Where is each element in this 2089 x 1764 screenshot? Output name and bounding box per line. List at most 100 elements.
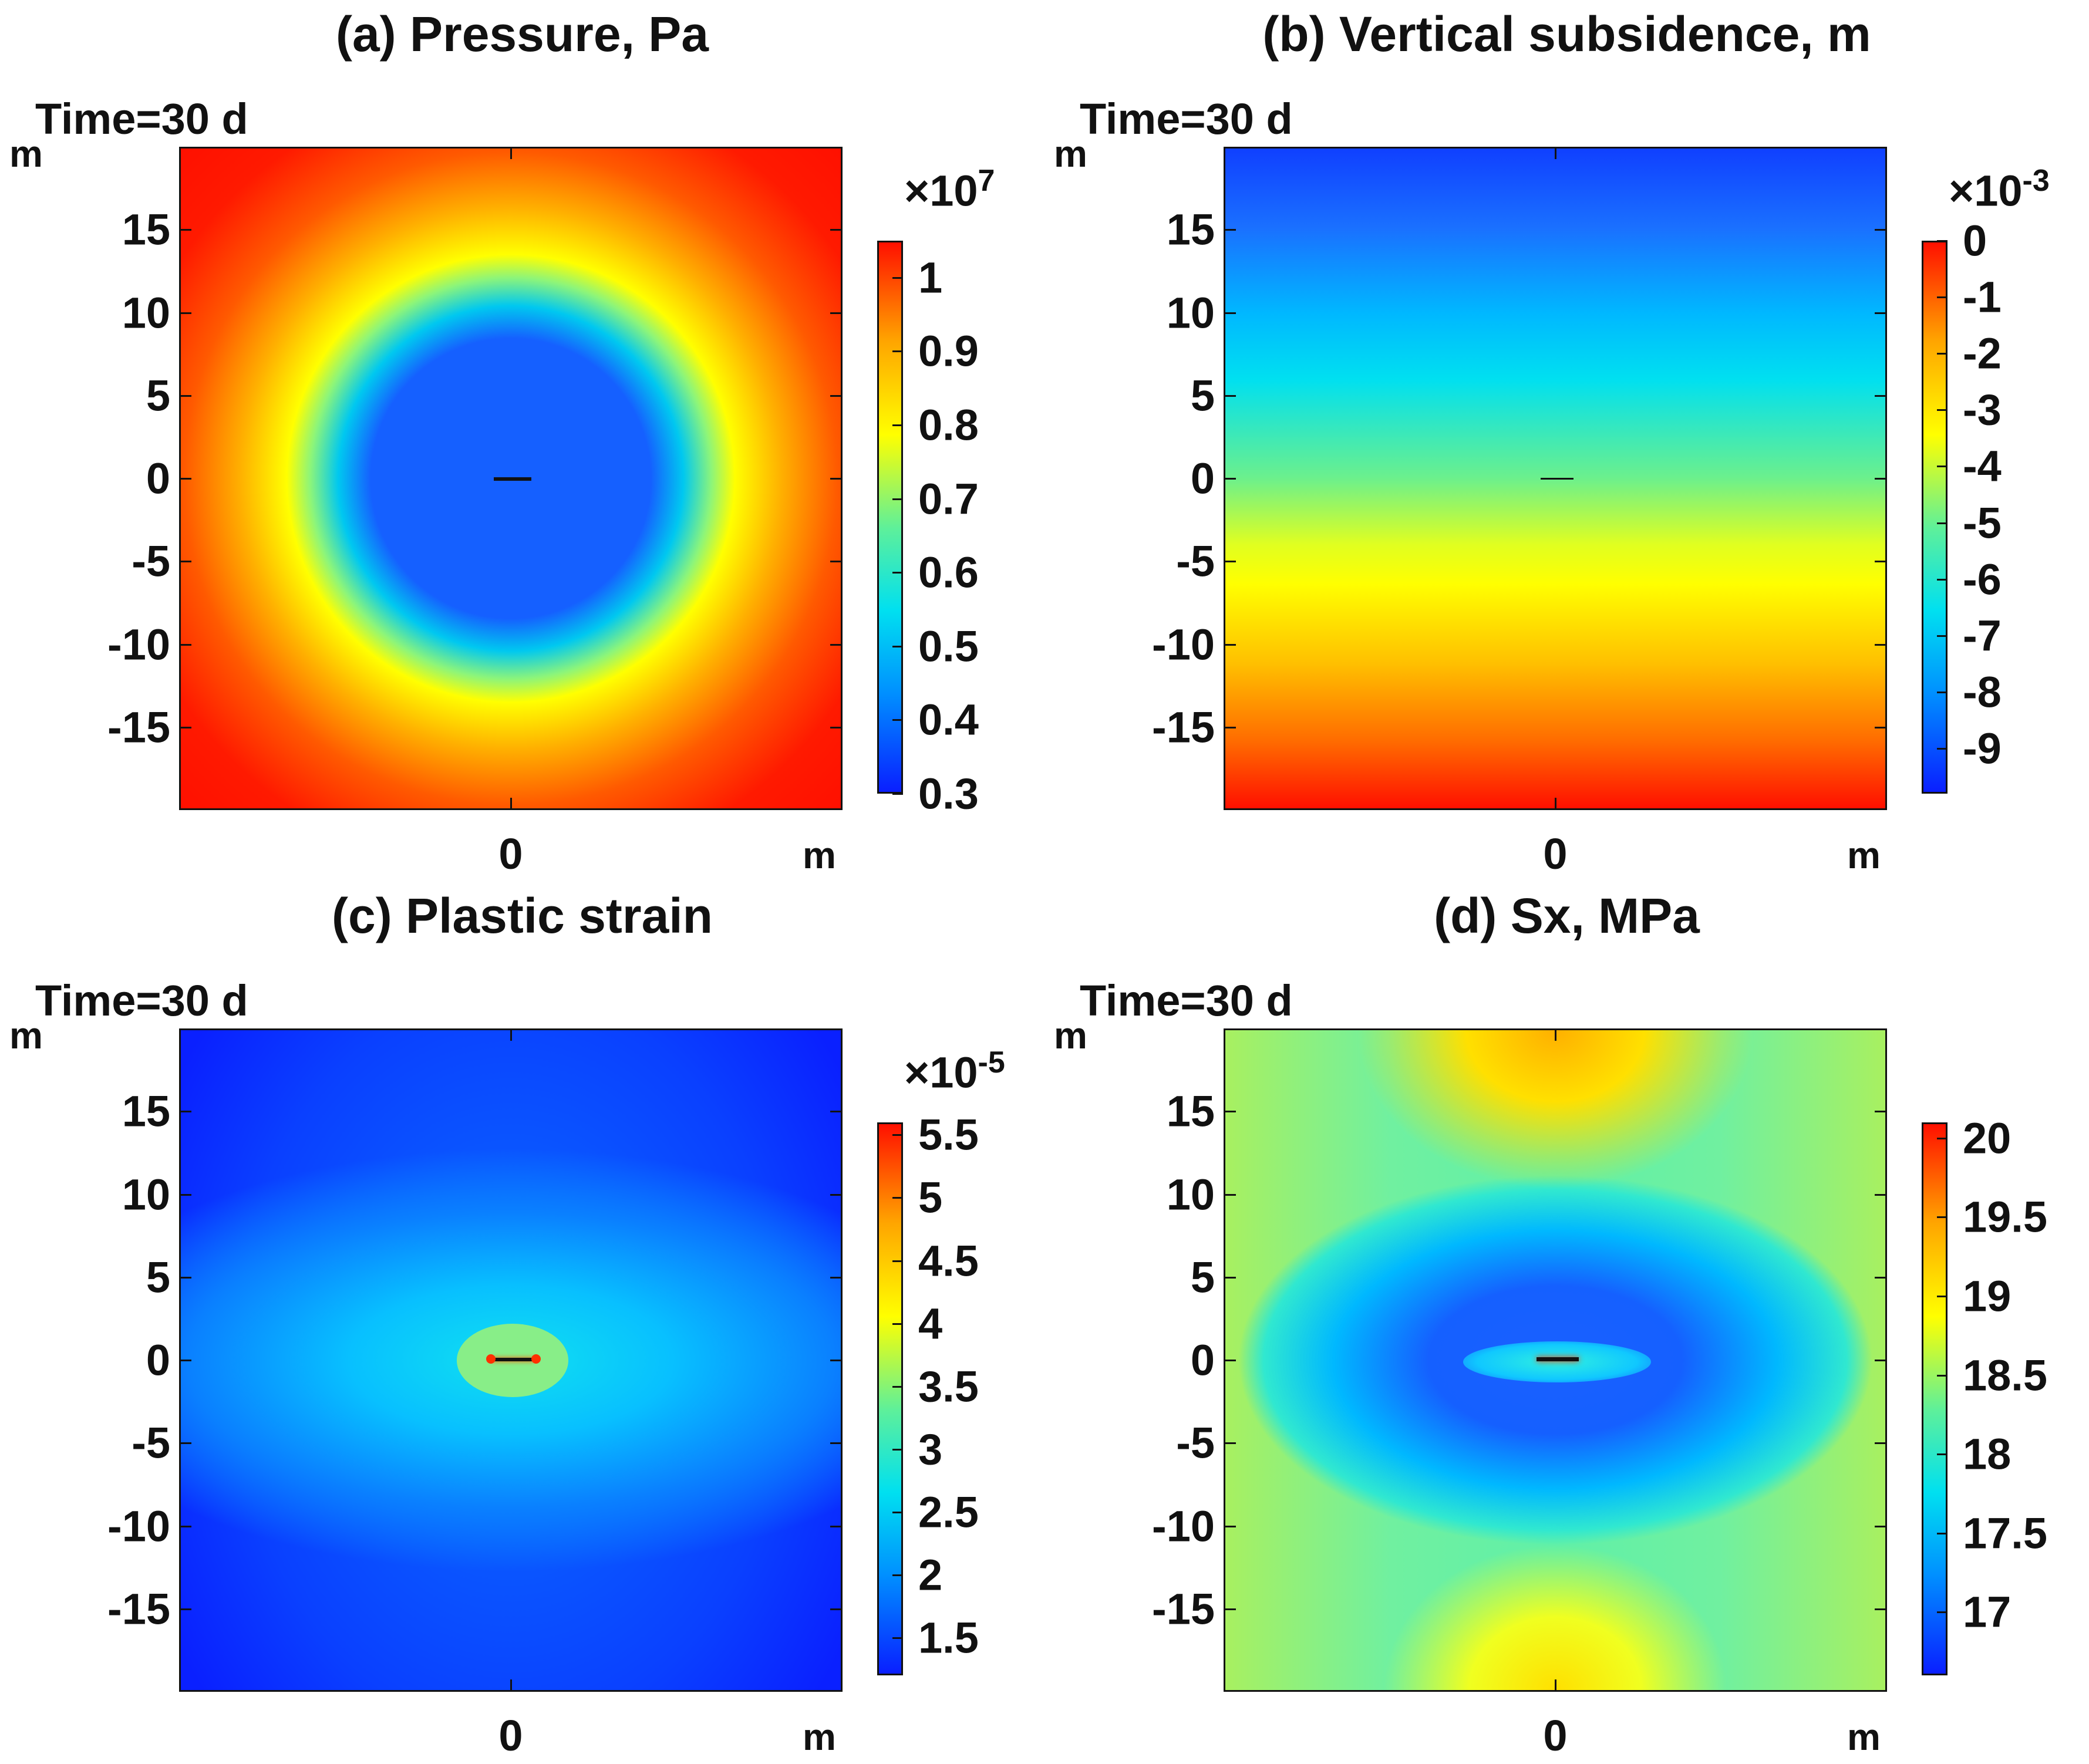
colorbar-tick-label: -7 — [1963, 611, 2002, 660]
y-tick-mark — [181, 478, 191, 480]
y-tick-label: 10 — [1166, 1170, 1215, 1219]
y-tick-mark — [181, 1193, 191, 1196]
y-tick-mark — [1225, 1525, 1236, 1527]
colorbar-tick-label: 0.5 — [918, 622, 979, 671]
panel-title: (c) Plastic strain — [332, 888, 713, 943]
y-tick-mark — [830, 643, 841, 646]
colorbar-tick-label: 0.9 — [918, 326, 979, 376]
colorbar-tick-label: -4 — [1963, 441, 2002, 491]
y-tick-mark — [1225, 1360, 1236, 1361]
y-tick-label: 0 — [1190, 1335, 1215, 1385]
x-tick-label: 0 — [1543, 829, 1568, 878]
x-tick-mark — [1555, 149, 1556, 159]
colorbar-tick-mark — [1937, 1374, 1948, 1377]
y-tick-mark — [181, 312, 191, 314]
crack-tip-left — [486, 1354, 496, 1364]
colorbar-tick-mark — [1937, 296, 1948, 299]
colorbar-tick-label: 0.8 — [918, 400, 979, 450]
colorbar-tick-label: 18.5 — [1963, 1351, 2048, 1400]
y-tick-mark — [830, 1360, 841, 1361]
y-tick-mark — [1225, 478, 1236, 480]
y-tick-mark — [1225, 394, 1236, 397]
y-tick-mark — [181, 1442, 191, 1445]
y-tick-label: 10 — [1166, 288, 1215, 337]
x-tick-mark — [510, 1679, 512, 1690]
y-tick-mark — [830, 1525, 841, 1527]
y-tick-label: -15 — [1152, 703, 1215, 752]
colorbar-tick-mark — [892, 1511, 903, 1513]
sx-center-band — [1463, 1341, 1651, 1382]
colorbar-tick-label: 0.6 — [918, 548, 979, 597]
y-tick-label: -15 — [1152, 1584, 1215, 1634]
colorbar-tick-mark — [892, 350, 903, 353]
colorbar-tick-label: -1 — [1963, 272, 2002, 322]
y-tick-mark — [181, 1360, 191, 1361]
fracture-line — [1541, 478, 1574, 480]
x-tick-mark — [510, 798, 512, 808]
colorbar-tick-label: 17.5 — [1963, 1509, 2048, 1558]
colorbar-tick-mark — [892, 1448, 903, 1451]
panel-b: (b) Vertical subsidence, m Time=30 d m m… — [1044, 0, 2089, 882]
y-tick-mark — [181, 726, 191, 728]
y-tick-label: -5 — [132, 537, 170, 586]
colorbar-tick-label: -9 — [1963, 724, 2002, 773]
y-tick-mark — [181, 229, 191, 231]
colorbar-tick-label: -2 — [1963, 329, 2002, 378]
colorbar-tick-label: 5 — [918, 1173, 943, 1222]
y-tick-mark — [830, 1111, 841, 1113]
y-tick-mark — [1875, 561, 1885, 563]
colorbar-multiplier-exponent: -5 — [978, 1045, 1005, 1080]
colorbar-tick-mark — [892, 1574, 903, 1576]
y-tick-mark — [181, 561, 191, 563]
colorbar-tick-mark — [1937, 1137, 1948, 1139]
y-tick-mark — [1875, 394, 1885, 397]
y-tick-mark — [830, 1276, 841, 1279]
colorbar-tick-label: 1 — [918, 253, 943, 302]
y-tick-mark — [1225, 312, 1236, 314]
colorbar-tick-mark — [1937, 635, 1948, 637]
colorbar-tick-mark — [892, 1637, 903, 1639]
y-tick-label: -5 — [1176, 1418, 1215, 1468]
y-tick-mark — [830, 394, 841, 397]
colorbar-tick-mark — [1937, 240, 1948, 242]
y-tick-mark — [1225, 229, 1236, 231]
x-tick-label: 0 — [1543, 1711, 1568, 1760]
y-tick-label: 5 — [146, 1253, 170, 1302]
y-tick-mark — [1875, 1608, 1885, 1610]
x-axis-unit: m — [803, 1716, 836, 1758]
heatmap-plot — [1224, 147, 1887, 810]
y-tick-label: -5 — [132, 1418, 170, 1468]
colorbar-tick-label: -8 — [1963, 667, 2002, 717]
colorbar-tick-label: 19 — [1963, 1271, 2011, 1321]
y-tick-label: 15 — [1166, 1087, 1215, 1136]
colorbar-tick-label: 0.4 — [918, 695, 979, 744]
y-axis-unit: m — [1054, 133, 1087, 175]
colorbar-tick-mark — [1937, 409, 1948, 412]
colorbar — [1922, 241, 1948, 794]
panel-d: (d) Sx, MPa Time=30 d m m 0 15 10 5 0 -5 -10 -… — [1044, 882, 2089, 1763]
y-tick-label: -10 — [107, 620, 170, 669]
heatmap-plot — [179, 1028, 843, 1692]
colorbar-tick-mark — [1937, 1611, 1948, 1614]
y-tick-label: 5 — [1190, 1253, 1215, 1302]
y-tick-label: 15 — [122, 205, 170, 254]
x-tick-label: 0 — [498, 829, 523, 878]
y-tick-label: 10 — [122, 288, 170, 337]
colorbar-tick-mark — [892, 498, 903, 500]
x-tick-mark — [1555, 798, 1556, 808]
colorbar-tick-label: 2 — [918, 1550, 943, 1600]
y-tick-mark — [1875, 726, 1885, 728]
y-tick-label: 5 — [1190, 371, 1215, 420]
colorbar-tick-mark — [1937, 1216, 1948, 1219]
panel-title: (a) Pressure, Pa — [335, 6, 709, 62]
colorbar-tick-label: 0.7 — [918, 474, 979, 524]
y-tick-mark — [181, 1276, 191, 1279]
y-tick-label: -15 — [107, 703, 170, 752]
colorbar-tick-label: 1.5 — [918, 1613, 979, 1662]
colorbar-tick-label: -6 — [1963, 555, 2002, 604]
colorbar-tick-label: 4 — [918, 1299, 943, 1348]
y-tick-mark — [830, 1442, 841, 1445]
y-tick-mark — [830, 1193, 841, 1196]
y-tick-label: 0 — [146, 454, 170, 503]
y-tick-label: -10 — [107, 1502, 170, 1550]
